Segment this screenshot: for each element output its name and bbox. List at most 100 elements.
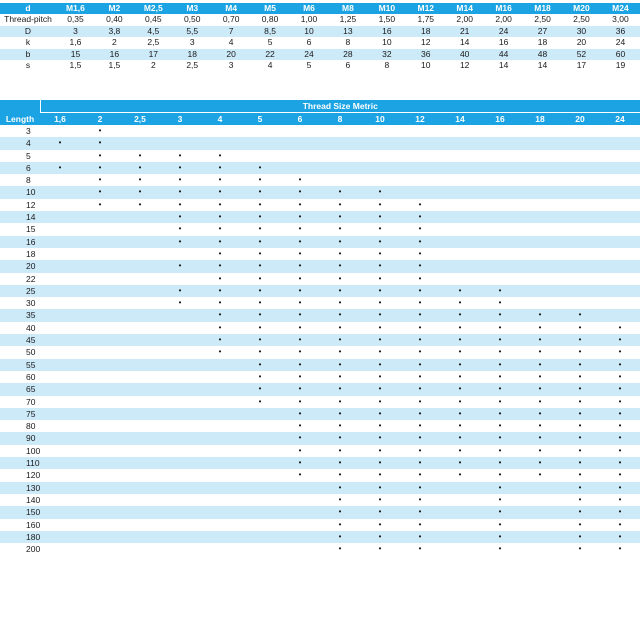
length-value: 3: [26, 126, 31, 136]
empty-cell: [120, 358, 160, 371]
dimension-cell: 13: [328, 25, 368, 37]
empty-cell: [280, 150, 320, 162]
length-row: 12 • • • • • • • • •: [0, 199, 640, 211]
empty-cell: [80, 457, 120, 470]
empty-cell: [40, 211, 80, 224]
empty-cell: [160, 125, 200, 137]
empty-cell: [440, 174, 480, 186]
dimension-cell: 17: [576, 60, 587, 70]
empty-cell: [160, 371, 200, 383]
availability-dot: •: [400, 260, 440, 273]
thread-size-header-6: 6: [280, 112, 320, 125]
empty-cell: [480, 260, 520, 273]
availability-dot: •: [400, 284, 440, 298]
empty-cell: [560, 273, 600, 285]
empty-cell: [40, 186, 80, 199]
length-row: 35 • • • • • • • • • •: [0, 309, 640, 322]
length-value: 80: [26, 421, 36, 432]
availability-dot: •: [280, 457, 320, 470]
empty-cell: [40, 297, 80, 309]
empty-cell: [440, 186, 480, 199]
availability-dot: •: [418, 494, 422, 504]
size-header-10: M14: [445, 3, 485, 14]
length-value: 140: [26, 494, 40, 505]
availability-dot: •: [378, 421, 382, 431]
dimension-cell: 19: [615, 60, 626, 70]
availability-dot: •: [138, 175, 142, 185]
empty-cell: [600, 309, 640, 322]
length-value: 90: [0, 432, 40, 445]
availability-dot: •: [400, 358, 440, 371]
empty-cell: [120, 457, 160, 470]
availability-dot: •: [440, 309, 480, 322]
dimension-cell: 4,5: [133, 25, 173, 37]
availability-dot: •: [600, 358, 640, 371]
empty-cell: [120, 223, 160, 235]
availability-dot: •: [520, 432, 560, 445]
length-row: 80 • • • • • • • • •: [0, 420, 640, 432]
length-row: 130 • • • • • •: [0, 481, 640, 494]
availability-dot: •: [320, 530, 360, 544]
availability-dot: •: [338, 322, 342, 332]
availability-dot: •: [120, 161, 160, 175]
availability-dot: •: [560, 309, 600, 322]
availability-dot: •: [578, 322, 582, 332]
availability-dot: •: [280, 284, 320, 298]
empty-cell: [560, 161, 600, 175]
availability-dot: •: [498, 445, 502, 455]
availability-dot: •: [618, 544, 622, 554]
availability-dot: •: [320, 235, 360, 248]
empty-cell: [80, 211, 120, 224]
thread-size-header-12: 18: [520, 112, 560, 125]
empty-cell: [600, 260, 640, 273]
length-row: 4 • •: [0, 137, 640, 150]
size-header-11: M16: [484, 3, 524, 14]
availability-dot: •: [538, 396, 542, 406]
length-value: 4: [0, 137, 40, 150]
size-header-3: M3: [172, 3, 212, 14]
empty-cell: [40, 174, 80, 186]
empty-cell: [440, 519, 480, 531]
size-header-9: M12: [406, 3, 446, 14]
length-row: 75 • • • • • • • • •: [0, 407, 640, 421]
empty-cell: [80, 334, 120, 347]
empty-cell: [120, 346, 160, 358]
availability-dot: •: [378, 445, 382, 455]
empty-cell: [440, 248, 480, 260]
availability-dot: •: [418, 347, 422, 357]
empty-cell: [200, 494, 240, 506]
availability-dot: •: [458, 371, 462, 381]
empty-cell: [560, 150, 600, 162]
dimension-cell: 24: [289, 48, 329, 60]
length-row: 100 • • • • • • • • •: [0, 445, 640, 457]
empty-cell: [520, 284, 560, 298]
empty-cell: [440, 530, 480, 544]
availability-dot: •: [298, 371, 302, 381]
availability-dot: •: [200, 260, 240, 273]
availability-dot: •: [360, 457, 400, 470]
thread-size-header-10: 14: [440, 112, 480, 125]
empty-cell: [200, 530, 240, 544]
availability-dot: •: [98, 126, 102, 135]
availability-dot: •: [360, 186, 400, 199]
empty-cell: [240, 519, 280, 531]
empty-cell: [240, 469, 280, 481]
empty-cell: [280, 481, 320, 494]
length-value: 35: [0, 309, 40, 322]
empty-cell: [520, 235, 560, 248]
availability-dot: •: [218, 248, 222, 258]
empty-cell: [40, 469, 80, 481]
dimension-cell: 0,45: [145, 14, 162, 24]
dimension-row: D 3 3,8 4,5 5,5 7 8,5 10 13 16 18 21 24 27 30 36: [0, 25, 640, 37]
empty-cell: [80, 383, 120, 396]
availability-dot: •: [378, 273, 382, 283]
length-value: 110: [0, 457, 40, 470]
empty-cell: [280, 137, 320, 150]
availability-dot: •: [578, 347, 582, 357]
empty-cell: [200, 137, 240, 150]
dimension-label-header: d: [0, 3, 56, 14]
availability-dot: •: [218, 175, 222, 185]
empty-cell: [400, 161, 440, 175]
length-group-header-row: Thread Size Metric: [0, 100, 640, 113]
availability-dot: •: [600, 457, 640, 470]
